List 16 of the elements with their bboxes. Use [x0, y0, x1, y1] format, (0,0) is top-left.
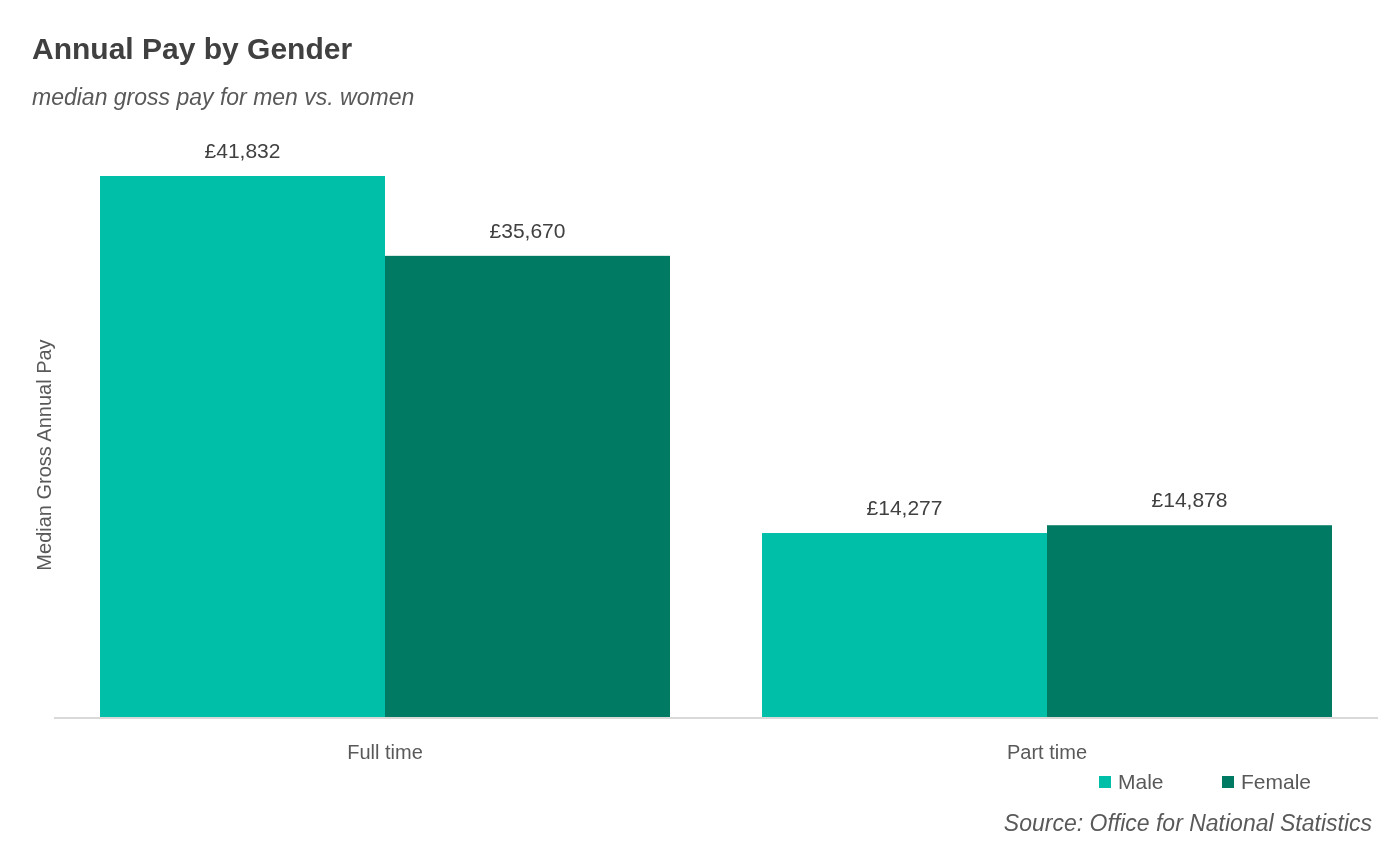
chart-title: Annual Pay by Gender: [32, 32, 353, 65]
source-note: Source: Office for National Statistics: [1003, 810, 1373, 836]
x-tick-label: Part time: [1006, 741, 1088, 763]
legend-label: Female: [1241, 770, 1312, 793]
data-label: £41,832: [204, 139, 281, 162]
bar: [762, 533, 1047, 718]
legend-label: Male: [1118, 770, 1164, 793]
bar: [385, 255, 670, 718]
y-axis-title: Median Gross Annual Pay: [33, 339, 55, 571]
bar: [1047, 525, 1332, 718]
chart-subtitle: median gross pay for men vs. women: [32, 84, 415, 110]
bar: [100, 176, 385, 718]
data-label: £14,277: [866, 496, 943, 520]
data-label: £35,670: [489, 218, 566, 242]
x-tick-label: Full time: [347, 741, 423, 763]
data-label: £14,878: [1151, 488, 1228, 512]
